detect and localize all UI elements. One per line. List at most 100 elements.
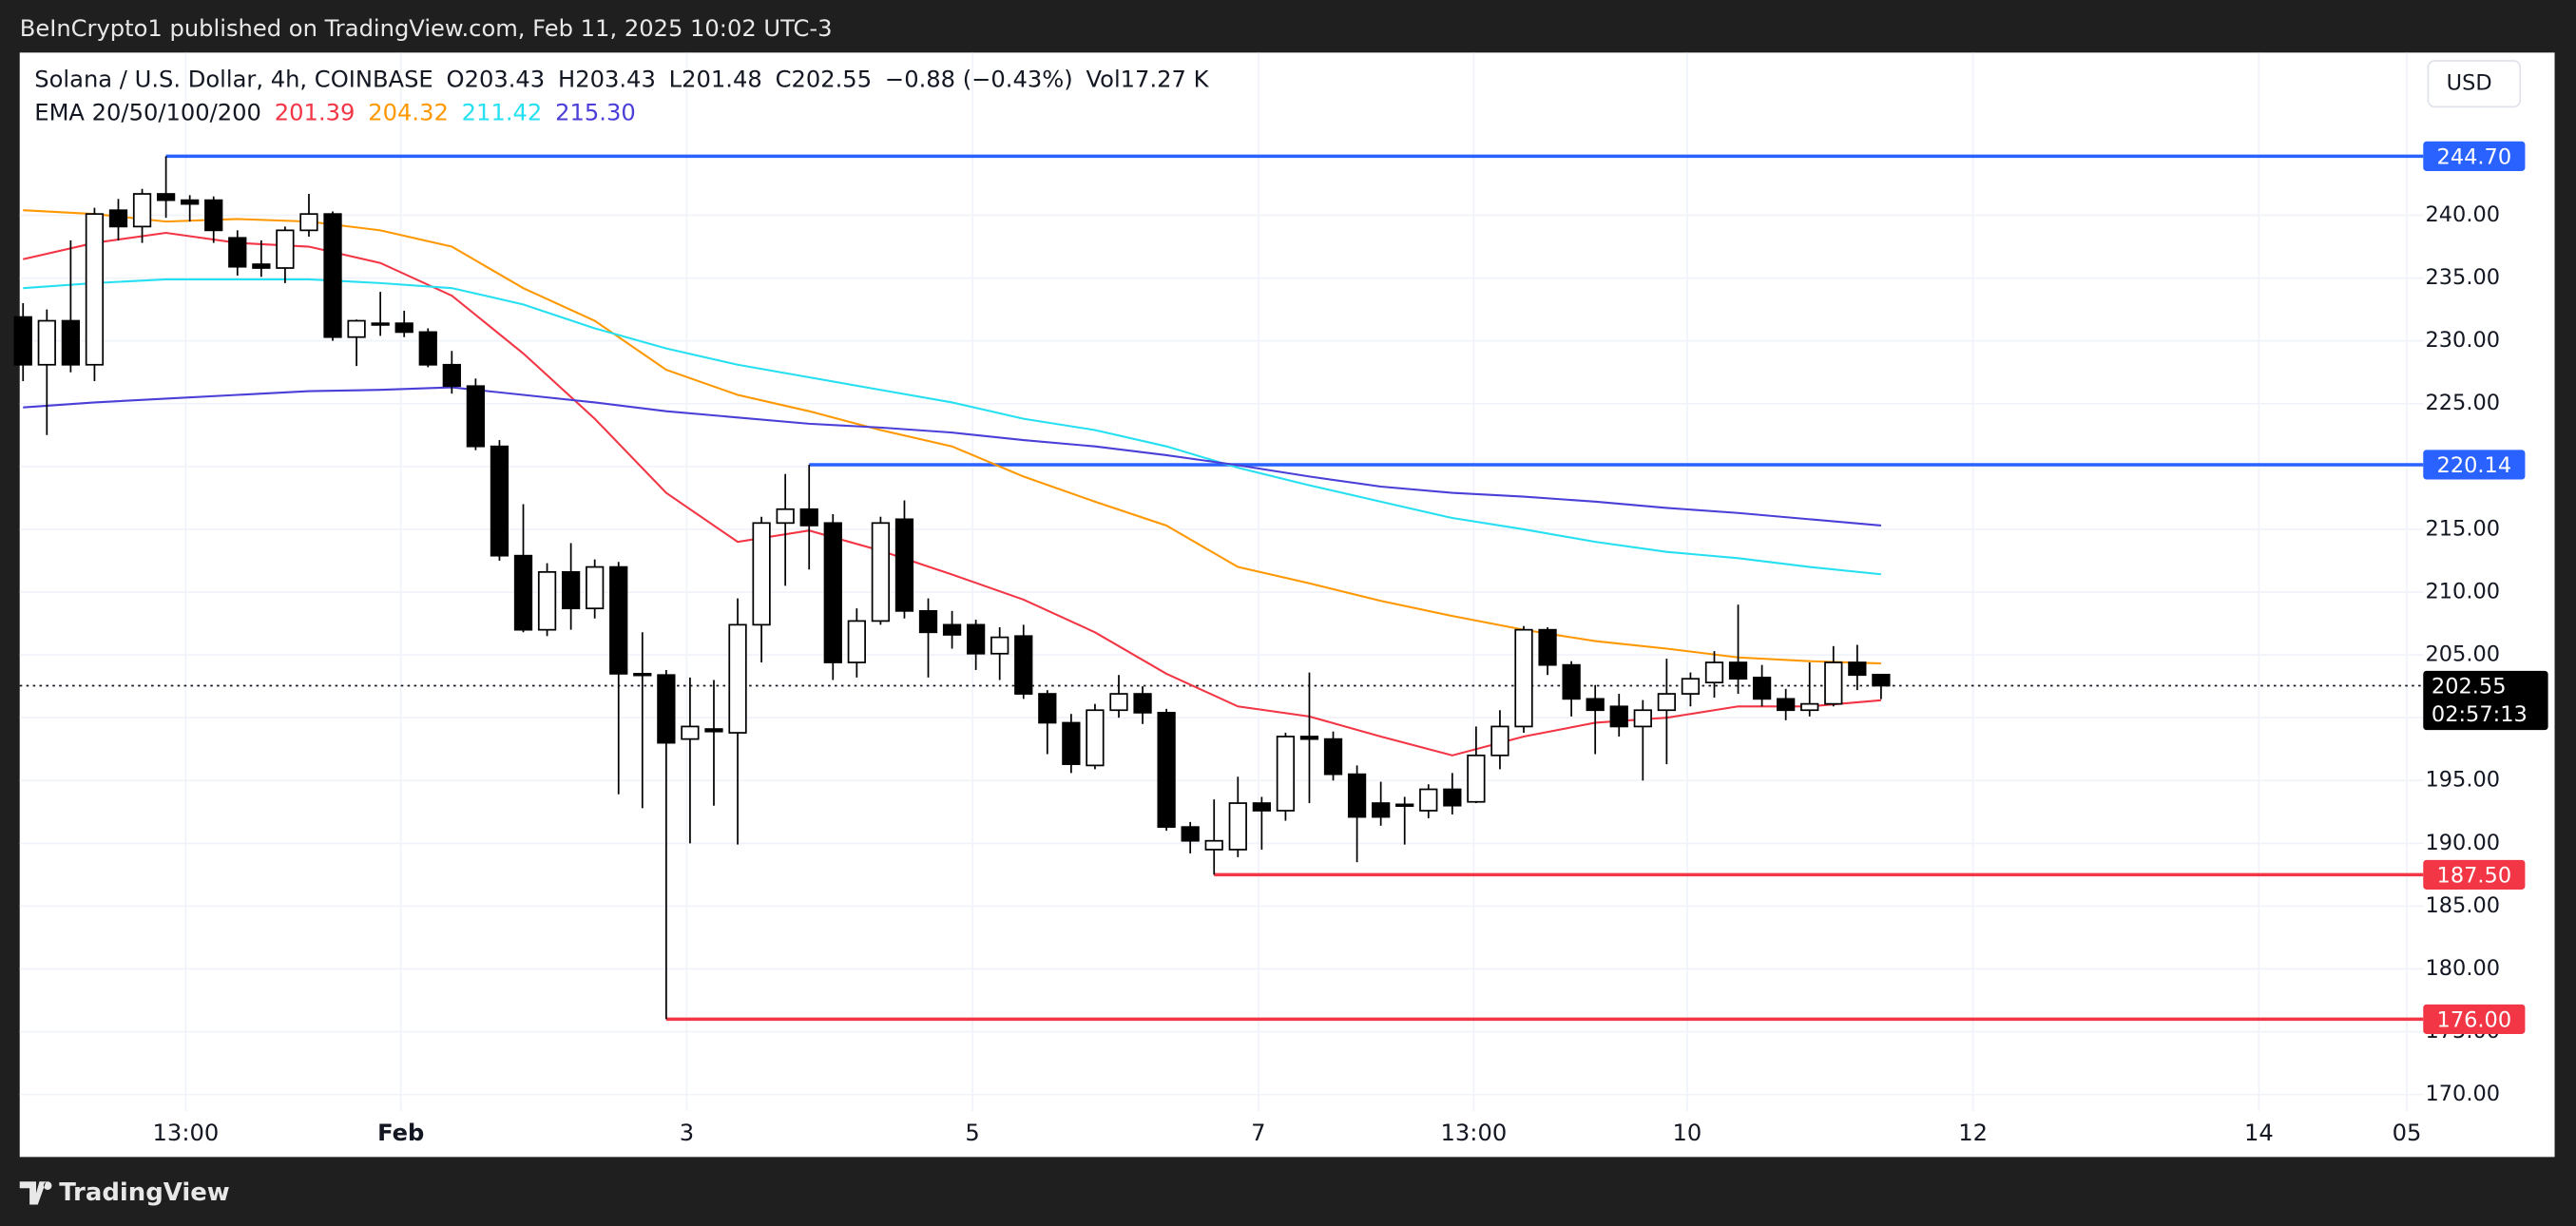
candle-body: [1228, 802, 1247, 851]
level-badge: [2423, 450, 2526, 480]
candle-body: [490, 445, 509, 557]
tv-logo: [19, 1181, 52, 1205]
y-tick-label: 190.00: [2425, 831, 2500, 855]
candle-body: [13, 316, 32, 366]
candle-body: [299, 213, 318, 232]
y-tick-label: 240.00: [2425, 202, 2500, 227]
candles: [13, 156, 1891, 1020]
y-tick-label: 230.00: [2425, 328, 2500, 353]
candle-body: [1777, 698, 1796, 712]
x-tick-label: 5: [965, 1120, 979, 1146]
candle-body: [1252, 802, 1271, 812]
candle-body: [1514, 628, 1533, 728]
candle-body: [1323, 738, 1343, 776]
candle-body: [1086, 709, 1105, 767]
candle-body: [1204, 839, 1223, 851]
candle-body: [1157, 712, 1176, 829]
y-tick-label: 225.00: [2425, 391, 2500, 415]
candle-body: [1538, 628, 1557, 666]
candle-body: [1395, 803, 1414, 807]
candle-body: [204, 199, 223, 232]
chart-panel: [19, 52, 2555, 1158]
legend-value: 202.55: [791, 67, 872, 93]
candle-body: [252, 263, 271, 269]
candle-body: [1062, 721, 1081, 765]
candle-body: [132, 193, 152, 228]
legend-value: −0.88 (−0.43%): [885, 67, 1073, 93]
candle-body: [418, 331, 437, 366]
candle-body: [1800, 702, 1819, 712]
brand: TradingView: [59, 1178, 230, 1207]
candle-body: [633, 673, 652, 677]
candle-body: [1014, 635, 1033, 695]
candle-body: [181, 199, 200, 205]
candle-body: [1704, 661, 1724, 684]
legend-key: L: [669, 67, 682, 93]
candle-body: [1562, 663, 1581, 700]
axes: 170.00175.00180.00185.00190.00195.00200.…: [153, 141, 2548, 1146]
candle-body: [823, 522, 842, 663]
candle-body: [776, 508, 795, 525]
grid: [19, 52, 2424, 1111]
candle-body: [942, 623, 962, 636]
candle-body: [1824, 661, 1843, 705]
countdown: 02:57:13: [2432, 702, 2528, 727]
x-tick-label: 7: [1251, 1120, 1265, 1146]
legend-value: 203.43: [575, 67, 656, 93]
symbol-title: Solana / U.S. Dollar, 4h, COINBASE: [34, 67, 433, 93]
ema-legend: EMA 20/50/100/200 201.39 204.32 211.42 215.3…: [34, 99, 635, 125]
candle-body: [276, 229, 295, 269]
x-tick-label: 05: [2393, 1120, 2422, 1146]
candle-body: [799, 508, 818, 527]
y-tick-label: 185.00: [2425, 893, 2500, 918]
y-tick-label: 180.00: [2425, 956, 2500, 981]
candle-body: [1109, 693, 1128, 712]
candle-body: [990, 636, 1009, 655]
published-note: BeInCrypto1 published on TradingView.com…: [20, 15, 833, 42]
candle-body: [513, 554, 533, 631]
candle-body: [1633, 709, 1652, 728]
candle-body: [1586, 698, 1605, 712]
level-label: 244.70: [2437, 145, 2512, 170]
candle-body: [108, 209, 128, 228]
level-label: 176.00: [2437, 1008, 2512, 1033]
x-tick-label: 13:00: [153, 1120, 220, 1146]
candle-body: [1467, 754, 1486, 803]
x-tick-label: Feb: [377, 1120, 424, 1146]
last-price-badge: [2423, 670, 2548, 731]
candle-body: [918, 609, 938, 634]
levels: [19, 154, 2424, 1022]
x-tick-label: 3: [680, 1120, 694, 1146]
candle-body: [466, 385, 486, 448]
x-tick-label: 14: [2244, 1120, 2274, 1146]
candle-body: [728, 623, 747, 734]
candle-body: [37, 319, 56, 366]
candle-body: [752, 522, 771, 626]
candle-body: [1419, 788, 1438, 812]
x-tick-label: 12: [1958, 1120, 1988, 1146]
candle-body: [894, 518, 914, 612]
ema-value: 204.32: [368, 99, 449, 125]
candle-body: [1299, 736, 1319, 740]
candle-body: [1872, 673, 1891, 687]
candle-body: [85, 213, 105, 366]
logo-icon: [19, 1181, 52, 1205]
y-tick-label: 235.00: [2425, 265, 2500, 290]
legend-key: H: [558, 67, 575, 93]
level-badge: [2423, 859, 2526, 890]
currency-button[interactable]: [2427, 60, 2522, 108]
ema-line: [23, 386, 1881, 527]
candle-body: [1657, 693, 1677, 712]
level-label: 187.50: [2437, 864, 2512, 889]
candle-body: [609, 565, 628, 675]
candle-body: [967, 623, 986, 655]
ema-value: 201.39: [275, 99, 356, 125]
candle-body: [847, 620, 866, 663]
x-tick-label: 10: [1673, 1120, 1702, 1146]
ema-value: 211.42: [462, 99, 543, 125]
candle-body: [394, 322, 413, 334]
candle-body: [1609, 705, 1628, 728]
candle-body: [561, 570, 581, 610]
candle-body: [1038, 693, 1057, 724]
